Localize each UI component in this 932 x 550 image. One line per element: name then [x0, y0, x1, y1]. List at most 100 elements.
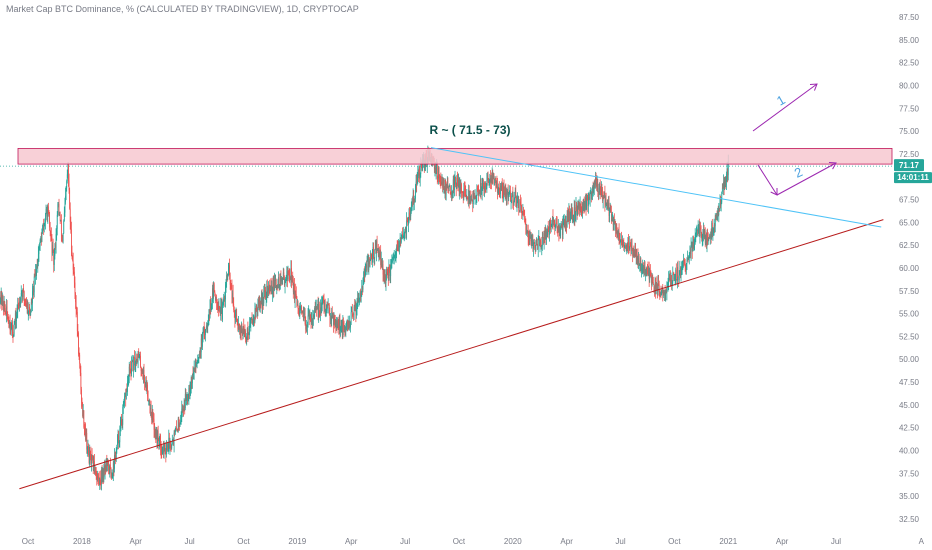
candle-body	[150, 408, 151, 410]
candle-body	[46, 209, 48, 217]
candle-body	[206, 325, 207, 330]
countdown-value: 14:01:11	[897, 173, 929, 182]
candle-body	[158, 439, 160, 446]
candle-body	[157, 431, 158, 443]
candle-body	[145, 381, 147, 392]
candle-body	[661, 289, 663, 291]
candle-body	[51, 237, 53, 254]
candle-body	[289, 275, 291, 277]
candle-body	[668, 277, 670, 279]
candle-body	[567, 214, 569, 221]
candle-body	[80, 372, 82, 390]
candle-body	[516, 201, 518, 206]
candle-body	[377, 248, 379, 251]
candle-body	[463, 188, 465, 199]
candle-body	[15, 313, 17, 321]
candle-body	[600, 193, 602, 195]
candle-body	[639, 263, 641, 265]
candle-body	[256, 310, 258, 312]
candle-body	[153, 418, 155, 430]
candle-body	[336, 321, 338, 328]
candle-body	[383, 274, 385, 280]
candle-body	[403, 233, 405, 237]
candle-body	[160, 435, 161, 448]
candle-body	[581, 211, 583, 214]
scenario-2-label: 2	[792, 164, 805, 181]
y-tick-label: 77.50	[899, 104, 920, 113]
candle-body	[195, 359, 197, 367]
candle-body	[284, 277, 285, 286]
auto-scale-button[interactable]: A	[918, 537, 924, 546]
candle-body	[211, 301, 213, 305]
candle-body	[404, 229, 406, 233]
candle-body	[622, 239, 624, 245]
candle-body	[636, 255, 638, 259]
candle-body	[698, 225, 700, 236]
candle-body	[385, 276, 387, 284]
candle-body	[391, 258, 393, 262]
candle-body	[74, 282, 76, 294]
candle-body	[544, 231, 546, 236]
candle-body	[502, 190, 504, 199]
candle-body	[100, 482, 102, 484]
candle-body	[478, 190, 480, 195]
candle-body	[702, 233, 704, 238]
candle-body	[700, 228, 702, 234]
candle-body	[324, 300, 325, 309]
candle-body	[439, 177, 441, 181]
candle-body	[270, 286, 272, 291]
candle-body	[614, 221, 616, 223]
candle-body	[660, 292, 662, 296]
candle-body	[146, 384, 148, 392]
candle-body	[494, 178, 496, 180]
candle-body	[165, 454, 167, 455]
candle-body	[167, 450, 169, 452]
candle-body	[89, 451, 91, 455]
candle-body	[408, 212, 410, 223]
candle-body	[505, 193, 507, 199]
candle-body	[109, 464, 111, 474]
candle-body	[243, 329, 245, 330]
candle-body	[546, 231, 547, 240]
candle-body	[611, 220, 613, 222]
candle-body	[400, 237, 402, 243]
candle-body	[499, 193, 501, 195]
candle-body	[46, 209, 48, 210]
candle-body	[351, 310, 353, 314]
candle-body	[688, 256, 690, 257]
time-axis[interactable]: Oct 2018 Apr Jul Oct 2019 Apr Jul Oct 2020 Apr Jul O…	[22, 537, 842, 546]
candle-body	[657, 287, 658, 292]
candle-body	[539, 236, 540, 245]
candle-body	[442, 179, 444, 188]
candle-body	[82, 410, 84, 417]
candle-body	[726, 174, 727, 182]
candle-body	[631, 245, 632, 249]
candle-body	[75, 302, 77, 310]
candle-body	[589, 193, 591, 200]
candle-body	[716, 213, 717, 219]
candle-body	[154, 434, 156, 436]
candlestick-series	[0, 145, 729, 491]
candle-body	[631, 245, 633, 249]
candle-body	[276, 286, 278, 287]
candle-body	[248, 333, 250, 335]
candle-body	[76, 311, 78, 331]
candle-body	[103, 465, 105, 478]
candle-body	[28, 307, 30, 312]
candle-body	[595, 177, 597, 181]
candle-body	[318, 304, 320, 311]
candle-body	[241, 328, 243, 333]
scenario-1-label: 1	[774, 92, 788, 109]
candle-body	[560, 224, 562, 227]
price-axis[interactable]: 87.5085.0082.5080.0077.5075.0072.5070.00…	[894, 13, 932, 524]
candle-body	[371, 255, 373, 260]
candle-body	[26, 303, 28, 308]
candle-body	[435, 168, 437, 174]
candle-body	[192, 373, 194, 375]
candle-body	[101, 469, 103, 478]
y-tick-label: 85.00	[899, 36, 920, 45]
candle-body	[268, 287, 270, 289]
candle-body	[108, 470, 110, 474]
candle-body	[542, 237, 544, 238]
